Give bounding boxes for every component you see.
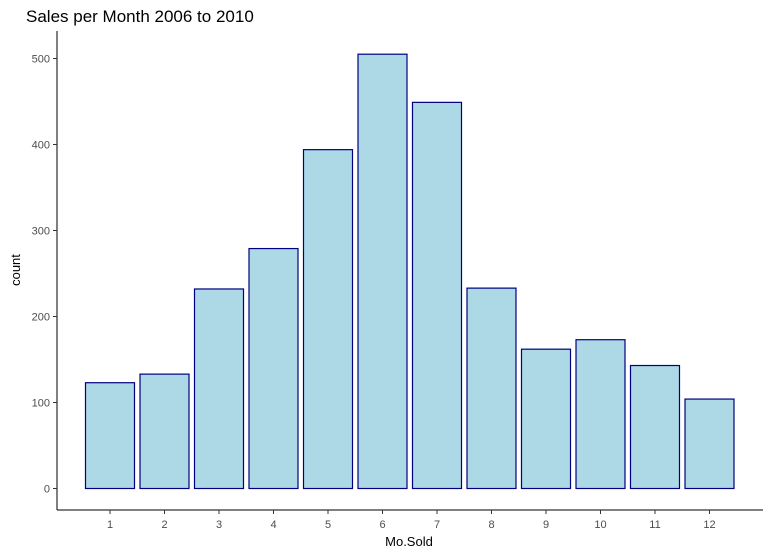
bar-month-11 (629, 364, 681, 490)
bar-month-12 (684, 398, 735, 490)
y-tick-label: 100 (32, 398, 50, 410)
x-tick-label: 4 (270, 519, 276, 531)
y-ticks-group: 0 100 200 300 400 500 (32, 54, 57, 496)
y-tick-label: 200 (32, 312, 50, 324)
x-tick-label: 11 (649, 519, 660, 531)
x-tick-label: 5 (325, 519, 331, 531)
bar-month-5 (302, 149, 354, 490)
bar-month-2 (139, 373, 190, 490)
x-ticks-group: 1 2 3 4 5 6 7 8 9 10 11 12 (107, 510, 716, 531)
bar-month-9 (520, 348, 572, 490)
chart-title: Sales per Month 2006 to 2010 (26, 7, 254, 26)
x-axis-title: Mo.Sold (385, 534, 433, 549)
y-tick-label: 300 (32, 226, 50, 238)
x-tick-label: 7 (434, 519, 440, 531)
bar-month-1 (84, 382, 136, 490)
x-tick-label: 8 (488, 519, 494, 531)
bar-month-7 (411, 101, 463, 490)
x-tick-label: 9 (543, 519, 549, 531)
x-tick-label: 2 (161, 519, 167, 531)
x-tick-label: 1 (107, 519, 113, 531)
bar-month-3 (193, 288, 245, 490)
bar-month-4 (248, 247, 299, 490)
y-tick-label: 500 (32, 54, 50, 66)
y-tick-label: 0 (44, 484, 50, 496)
x-tick-label: 3 (216, 519, 222, 531)
y-tick-label: 400 (32, 140, 50, 152)
bars-group (84, 53, 735, 490)
bar-month-6 (357, 53, 408, 490)
bar-month-10 (575, 339, 626, 490)
x-tick-label: 6 (379, 519, 385, 531)
y-axis-title: count (8, 254, 23, 286)
x-tick-label: 12 (703, 519, 715, 531)
x-tick-label: 10 (594, 519, 606, 531)
bar-month-8 (466, 287, 517, 490)
